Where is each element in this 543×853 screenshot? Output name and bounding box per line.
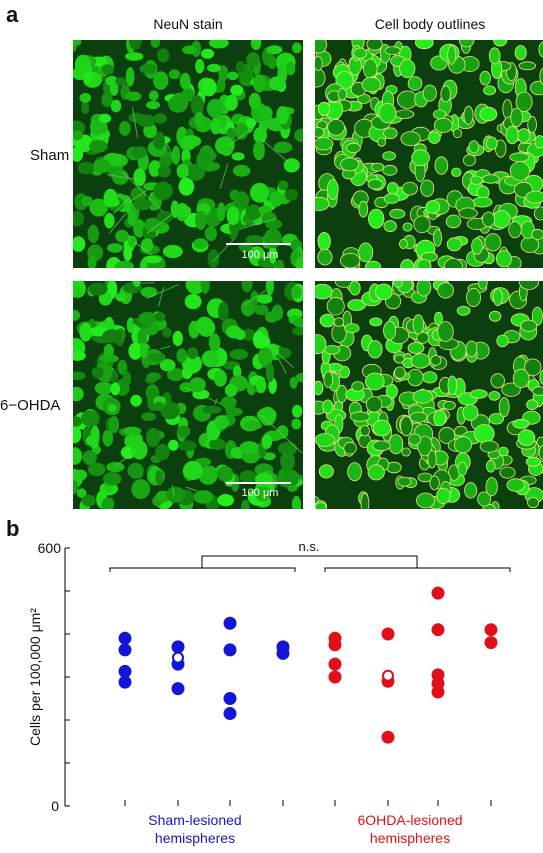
data-point [328,638,342,652]
row-label-6ohda: 6−OHDA [0,397,61,414]
data-point [223,692,237,705]
data-point [276,646,290,660]
scale-bar-label-sham: 100 μm [241,249,279,261]
bracket-sham [109,567,296,572]
data-point [118,664,132,678]
significance-label: n.s. [299,539,320,554]
data-point [431,685,445,699]
group-label: 6OHDA-lesioned [357,812,462,828]
data-point [328,670,342,684]
data-point [118,675,132,689]
col-title-neun-stain: NeuN stain [153,16,223,32]
scale-bar-6ohda [226,482,291,484]
micrograph-texture [73,281,303,509]
micrograph-sham-neun [73,40,303,268]
data-point [328,657,342,671]
micrograph-6ohda-outlines [315,281,543,509]
y-tick-label-max: 600 [38,540,62,556]
data-point [431,623,445,637]
group-label: hemispheres [155,830,235,846]
panel-b-label: b [6,516,20,541]
bracket-between-groups [201,555,418,568]
col-title-cell-body-outlines: Cell body outlines [374,16,486,32]
micrograph-texture [315,40,543,268]
data-point [381,627,395,641]
scale-bar-label-6ohda: 100 μm [241,487,279,499]
y-axis-label: Cells per 100,000 μm² [27,608,43,746]
data-point [381,730,395,744]
panel-a-label: a [6,2,19,27]
cell-density-chart: 0 600 Cells per 100,000 μm² n.s. Sham-lesion… [27,539,511,846]
bracket-6ohda [324,567,511,572]
data-point [223,643,237,657]
group-label: hemispheres [370,830,450,846]
row-label-sham: Sham [30,147,70,164]
data-point [223,707,237,721]
data-point [171,640,185,654]
data-point [484,623,498,637]
micrograph-6ohda-neun [73,281,303,509]
micrograph-texture [315,281,543,509]
data-point [118,643,132,657]
y-tick-label-min: 0 [51,798,59,814]
group-label: Sham-lesioned [148,812,241,828]
mean-marker [172,651,184,664]
micrograph-sham-outlines [315,40,543,268]
data-point [223,616,237,630]
scale-bar-sham [226,243,291,245]
data-point [484,636,498,650]
data-point [431,586,445,600]
micrograph-texture [73,40,303,268]
mean-marker [382,669,394,682]
data-point [118,631,132,645]
data-point [171,682,185,696]
